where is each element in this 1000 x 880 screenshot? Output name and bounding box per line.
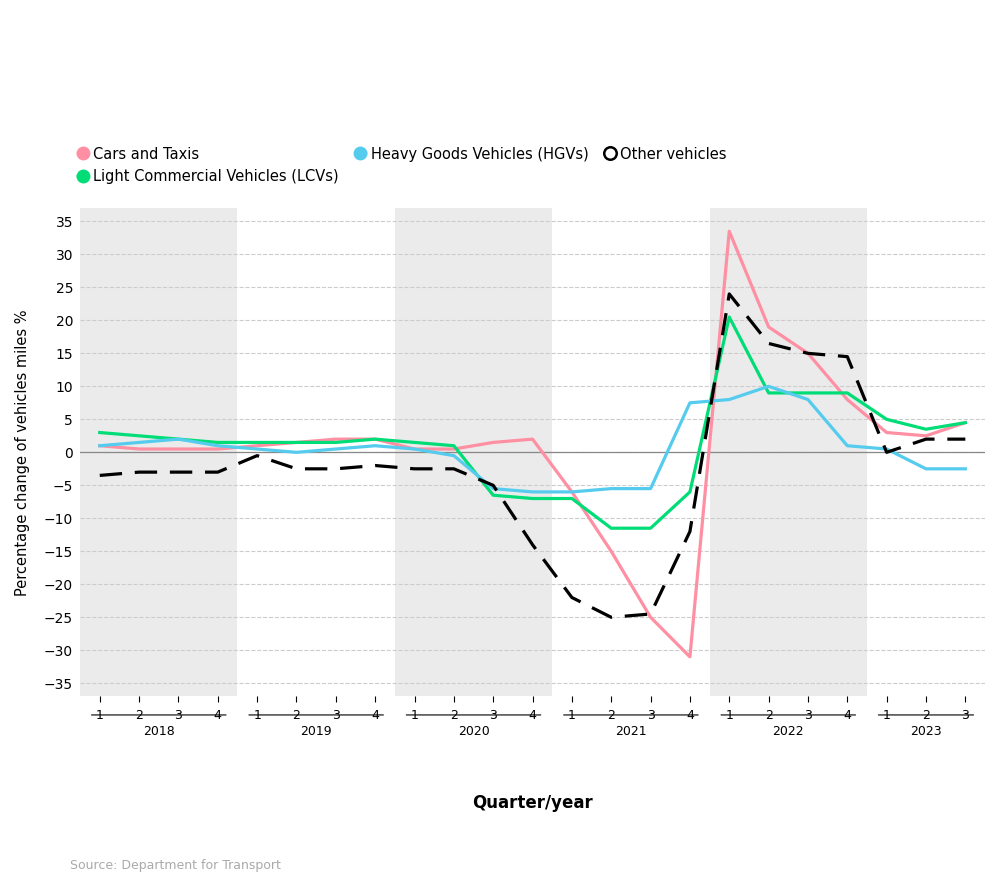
Text: 2020: 2020 [458, 725, 489, 737]
Bar [80, 209, 237, 696]
Text: 2018: 2018 [143, 725, 175, 737]
Text: 2019: 2019 [300, 725, 332, 737]
Legend: Cars and Taxis, Light Commercial Vehicles (LCVs), Heavy Goods Vehicles (HGVs), O: Cars and Taxis, Light Commercial Vehicle… [78, 147, 727, 185]
Text: 2023: 2023 [910, 725, 942, 737]
Y-axis label: Percentage change of vehicles miles %: Percentage change of vehicles miles % [15, 309, 30, 596]
Bar [395, 209, 552, 696]
Bar [710, 209, 867, 696]
X-axis label: Quarter/year: Quarter/year [472, 794, 593, 812]
Text: 2022: 2022 [772, 725, 804, 737]
Text: Source: Department for Transport: Source: Department for Transport [70, 860, 281, 872]
Text: 2021: 2021 [615, 725, 647, 737]
